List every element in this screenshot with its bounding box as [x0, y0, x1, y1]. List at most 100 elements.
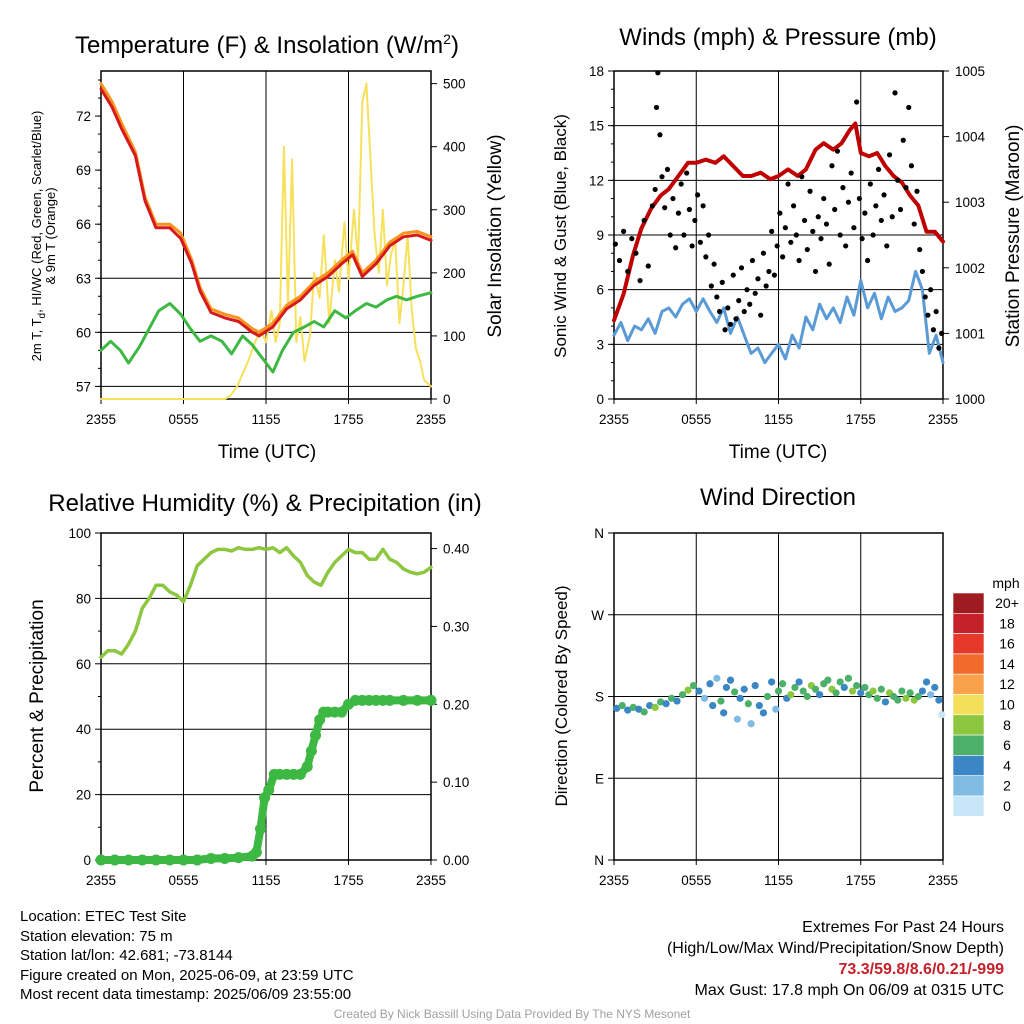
direction-point	[795, 678, 803, 686]
legend-label: 8	[1003, 717, 1011, 733]
humidity-ytick-label-right: 0.20	[443, 697, 469, 712]
gust-point	[616, 257, 623, 264]
temperature-xtick-label: 1755	[333, 412, 363, 427]
direction-point	[667, 694, 676, 702]
gust-point	[620, 228, 627, 234]
direction-point	[931, 683, 939, 692]
direction-point	[624, 706, 632, 714]
gust-point	[801, 217, 808, 224]
legend-swatch	[952, 694, 985, 716]
direction-point	[898, 687, 906, 695]
temperature-ytick-label-right: 100	[443, 329, 466, 344]
direction-point	[935, 696, 943, 704]
wind-direction-xtick-label: 2355	[599, 873, 629, 888]
direction-point	[844, 674, 853, 682]
precip-point	[301, 761, 313, 773]
direction-point	[736, 694, 744, 702]
gust-point	[859, 236, 865, 242]
gust-point	[895, 177, 901, 183]
winds-ytick-label-right: 1005	[955, 64, 985, 79]
gust-point	[829, 163, 835, 169]
humidity-series-line	[99, 545, 433, 660]
humidity-ytick-label-right: 0.00	[443, 853, 469, 868]
figure-created: Figure created on Mon, 2025-06-09, at 23…	[20, 966, 354, 984]
gust-point	[878, 217, 884, 224]
direction-point	[751, 682, 759, 690]
temperature-ytick-label-right: 300	[443, 203, 466, 218]
wind-direction-xtick-label: 1755	[846, 873, 876, 888]
gust-point	[933, 308, 939, 315]
direction-point	[881, 698, 890, 706]
gust-point	[722, 327, 728, 333]
temperature-xtick-label: 2355	[416, 412, 446, 427]
direction-point	[799, 687, 807, 695]
gust-point	[708, 283, 714, 289]
direction-point	[673, 697, 681, 705]
gust-point	[684, 170, 690, 176]
gust-point	[793, 232, 799, 238]
gust-point	[845, 199, 852, 205]
direction-point	[662, 700, 670, 708]
gust-point	[633, 250, 639, 256]
gust-point	[645, 263, 651, 269]
gust-point	[641, 217, 647, 224]
gust-point	[747, 301, 753, 307]
direction-point	[922, 678, 931, 686]
gust-point	[922, 294, 928, 300]
credit-line: Created By Nick Bassill Using Data Provi…	[333, 1007, 691, 1021]
direction-point	[740, 685, 748, 693]
gust-point	[705, 232, 712, 238]
gust-point	[653, 104, 660, 111]
precip-point	[95, 854, 107, 866]
gust-point	[649, 203, 655, 209]
gust-point	[925, 312, 931, 318]
wind-direction-title: Wind Direction	[700, 484, 856, 511]
gust-point	[788, 239, 794, 245]
gust-point	[856, 195, 862, 202]
station-elevation: Station elevation: 75 m	[20, 927, 173, 945]
winds-ytick-label-left: 9	[596, 228, 604, 243]
humidity-ytick-label-left: 0	[83, 853, 91, 868]
legend-swatch	[952, 592, 985, 614]
gust-point	[840, 185, 846, 191]
wind-direction-y-label: Direction (Colored By Speed)	[552, 585, 571, 806]
direction-point	[651, 703, 659, 712]
gust-point	[919, 268, 926, 275]
direction-point	[927, 691, 935, 699]
gust-point	[889, 214, 895, 220]
winds-ytick-label-left: 3	[596, 337, 604, 352]
temperature-ytick-label-left: 69	[76, 163, 91, 178]
gust-point	[667, 232, 673, 238]
winds-ytick-label-left: 15	[589, 119, 604, 134]
gust-point	[908, 163, 915, 169]
temperature-ytick-label-left: 57	[76, 379, 91, 394]
temperature-xtick-label: 2355	[86, 412, 116, 427]
legend-label: 16	[999, 636, 1015, 652]
direction-point	[613, 704, 621, 712]
gust-point	[700, 203, 706, 209]
direction-point	[938, 711, 946, 719]
winds-y-label-left: Sonic Wind & Gust (Blue, Black)	[551, 114, 570, 358]
gust-point	[670, 195, 676, 202]
precip-point	[233, 852, 244, 864]
gust-point	[939, 330, 945, 336]
gust-point	[673, 245, 679, 251]
gust-point	[928, 287, 934, 293]
gust-point	[807, 188, 813, 194]
gust-point	[774, 243, 780, 249]
precip-point	[250, 846, 262, 858]
gust-point	[763, 283, 769, 289]
direction-point	[853, 682, 861, 690]
direction-point	[824, 676, 832, 684]
direction-point	[873, 694, 881, 702]
winds-xtick-label: 2355	[599, 412, 629, 427]
legend-label: 0	[1003, 798, 1011, 814]
direction-point	[722, 683, 731, 692]
winds-ytick-label-left: 12	[589, 173, 604, 188]
gust-point	[873, 203, 879, 209]
extremes-box: Extremes For Past 24 Hours (High/Low/Max…	[667, 917, 1004, 1001]
wind-direction-ytick-label-left: E	[595, 771, 604, 786]
gust-point	[766, 268, 772, 275]
winds-x-label: Time (UTC)	[729, 442, 828, 463]
recent-timestamp: Most recent data timestamp: 2025/06/09 2…	[20, 986, 352, 1003]
